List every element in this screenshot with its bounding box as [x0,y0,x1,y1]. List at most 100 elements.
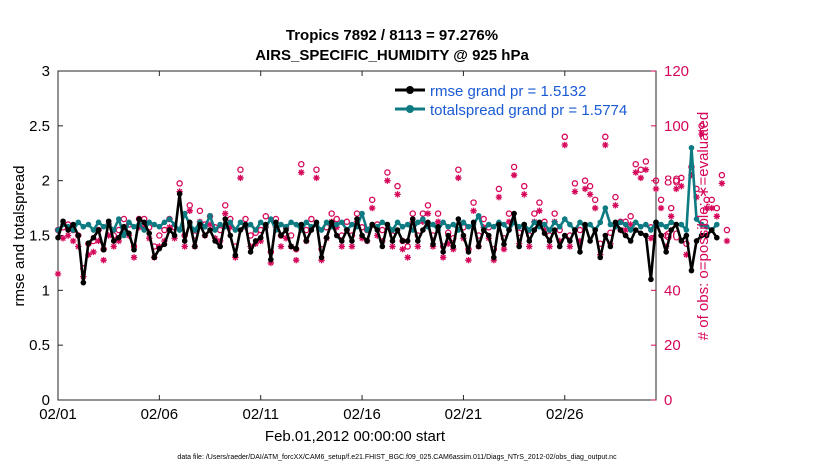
totalspread-point [475,212,482,219]
rmse-point [227,232,234,239]
obs-evaluated-point [541,226,548,234]
rmse-point [663,249,669,255]
totalspread-point [394,219,401,226]
rmse-point [653,219,659,226]
totalspread-point [379,219,386,226]
obs-possible-point [698,122,705,130]
rmse-point [658,232,664,239]
rmse-point [567,238,573,244]
obs-evaluated-point [64,232,72,239]
rmse-point [283,227,289,233]
totalspread-point [141,227,147,233]
totalspread-point [440,219,446,226]
obs-evaluated-point [526,243,533,250]
totalspread-point [551,219,558,226]
totalspread-point [485,221,492,228]
totalspread-point [714,221,720,228]
totalspread-point [232,227,239,233]
rmse-point [399,238,406,244]
rmse-point [409,216,416,222]
rmse-point [511,210,517,217]
obs-possible-point [627,213,634,220]
obs-evaluated-point [521,191,528,198]
obs-evaluated-point [434,218,442,225]
rmse-point [445,232,452,239]
obs-evaluated-point [445,240,452,247]
rmse-point [617,227,624,233]
obs-possible-point [470,199,477,206]
obs-evaluated-point [115,237,123,245]
rmse-point [496,221,502,228]
rmse-point [186,219,193,226]
obs-possible-point [308,215,315,223]
totalspread-point [607,221,614,228]
rmse-point [551,227,558,233]
rmse-point [110,238,117,244]
totalspread-point [359,210,365,217]
obs-evaluated-point [586,191,594,198]
rmse-point [714,234,720,241]
rmse-point [252,238,259,244]
obs-evaluated-point [465,256,472,264]
rmse-point [450,243,457,250]
obs-evaluated-point [257,237,264,245]
obs-evaluated-point [414,243,422,250]
totalspread-point [151,221,158,228]
totalspread-point [597,219,604,226]
obs-evaluated-point [627,221,634,228]
totalspread-point [658,221,664,228]
obs-evaluated-point [510,171,518,179]
totalspread-point [546,227,553,233]
totalspread-point [663,223,669,230]
obs-possible-point [591,196,599,204]
totalspread-point [95,219,102,226]
x-tick-label: 02/16 [343,406,381,423]
rmse-point [207,227,213,233]
obs-evaluated-point [652,185,660,193]
obs-possible-point [328,210,335,217]
legend-spread-marker [406,105,414,113]
obs-possible-point [455,166,462,173]
totalspread-point [683,227,690,233]
rmse-point [146,230,153,237]
obs-evaluated-point [227,224,234,231]
totalspread-point [577,219,583,226]
rmse-point [242,221,249,228]
rmse-point [415,238,421,244]
rmse-point [708,227,715,233]
y-right-tick-label: 40 [664,282,681,299]
totalspread-point [430,221,436,228]
rmse-point [60,218,66,225]
legend: rmse grand pr = 1.5132 totalspread grand… [390,77,652,119]
obs-evaluated-point [110,243,117,250]
rmse-point [612,219,619,226]
rmse-point [435,223,441,230]
rmse-point [308,227,315,233]
rmse-point [222,216,229,222]
obs-evaluated-point [632,169,639,176]
obs-possible-point [242,215,249,223]
legend-rmse-label: rmse grand pr = 1.5132 [430,83,586,100]
y-right-tick-label: 120 [664,63,689,80]
obs-evaluated-point [374,232,381,239]
rmse-point [65,227,71,233]
rmse-point [232,252,239,259]
obs-evaluated-point [703,204,710,212]
totalspread-point [541,221,548,228]
totalspread-point [632,219,639,226]
rmse-point [516,243,522,250]
obs-evaluated-point [495,193,503,201]
obs-possible-point [657,196,665,204]
obs-evaluated-point [313,174,320,182]
rmse-point [278,232,284,239]
rmse-point [440,249,446,255]
obs-evaluated-point [561,141,568,149]
obs-evaluated-point [657,204,665,212]
rmse-point [288,243,294,250]
obs-evaluated-point [683,251,690,258]
rmse-point [85,240,92,246]
y-left-tick-label: 0 [42,392,50,409]
obs-possible-point [551,210,558,217]
obs-evaluated-point [668,213,675,220]
obs-evaluated-point [642,166,650,173]
